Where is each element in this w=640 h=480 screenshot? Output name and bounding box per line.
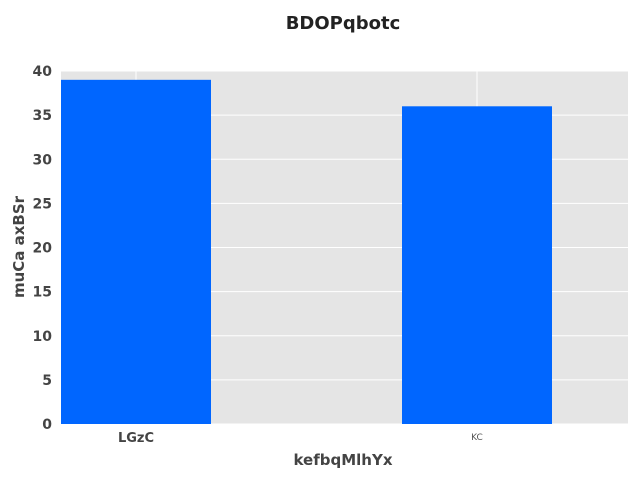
y-axis-ticks: 0 5 10 15 20 25 30 35 40 bbox=[33, 64, 53, 433]
x-axis-ticks: LGzC KC bbox=[118, 431, 483, 446]
y-tick-label: 0 bbox=[42, 417, 52, 433]
chart-title: BDOPqbotc bbox=[286, 13, 401, 34]
y-tick-label: 10 bbox=[33, 329, 53, 345]
x-axis-label: kefbqMlhYx bbox=[293, 451, 392, 469]
y-tick-label: 20 bbox=[33, 241, 53, 257]
y-tick-label: 15 bbox=[33, 285, 52, 301]
bar-lgzc bbox=[61, 79, 211, 424]
y-axis-label: muCa axBSr bbox=[10, 195, 28, 298]
x-tick-label: KC bbox=[471, 433, 483, 443]
y-tick-label: 30 bbox=[33, 152, 53, 168]
y-tick-label: 5 bbox=[42, 373, 52, 389]
y-tick-label: 35 bbox=[33, 108, 52, 124]
bars bbox=[61, 79, 552, 425]
y-tick-label: 40 bbox=[33, 64, 53, 80]
x-tick-label: LGzC bbox=[118, 431, 154, 446]
y-tick-label: 25 bbox=[33, 196, 52, 212]
bar-kc bbox=[402, 106, 552, 425]
